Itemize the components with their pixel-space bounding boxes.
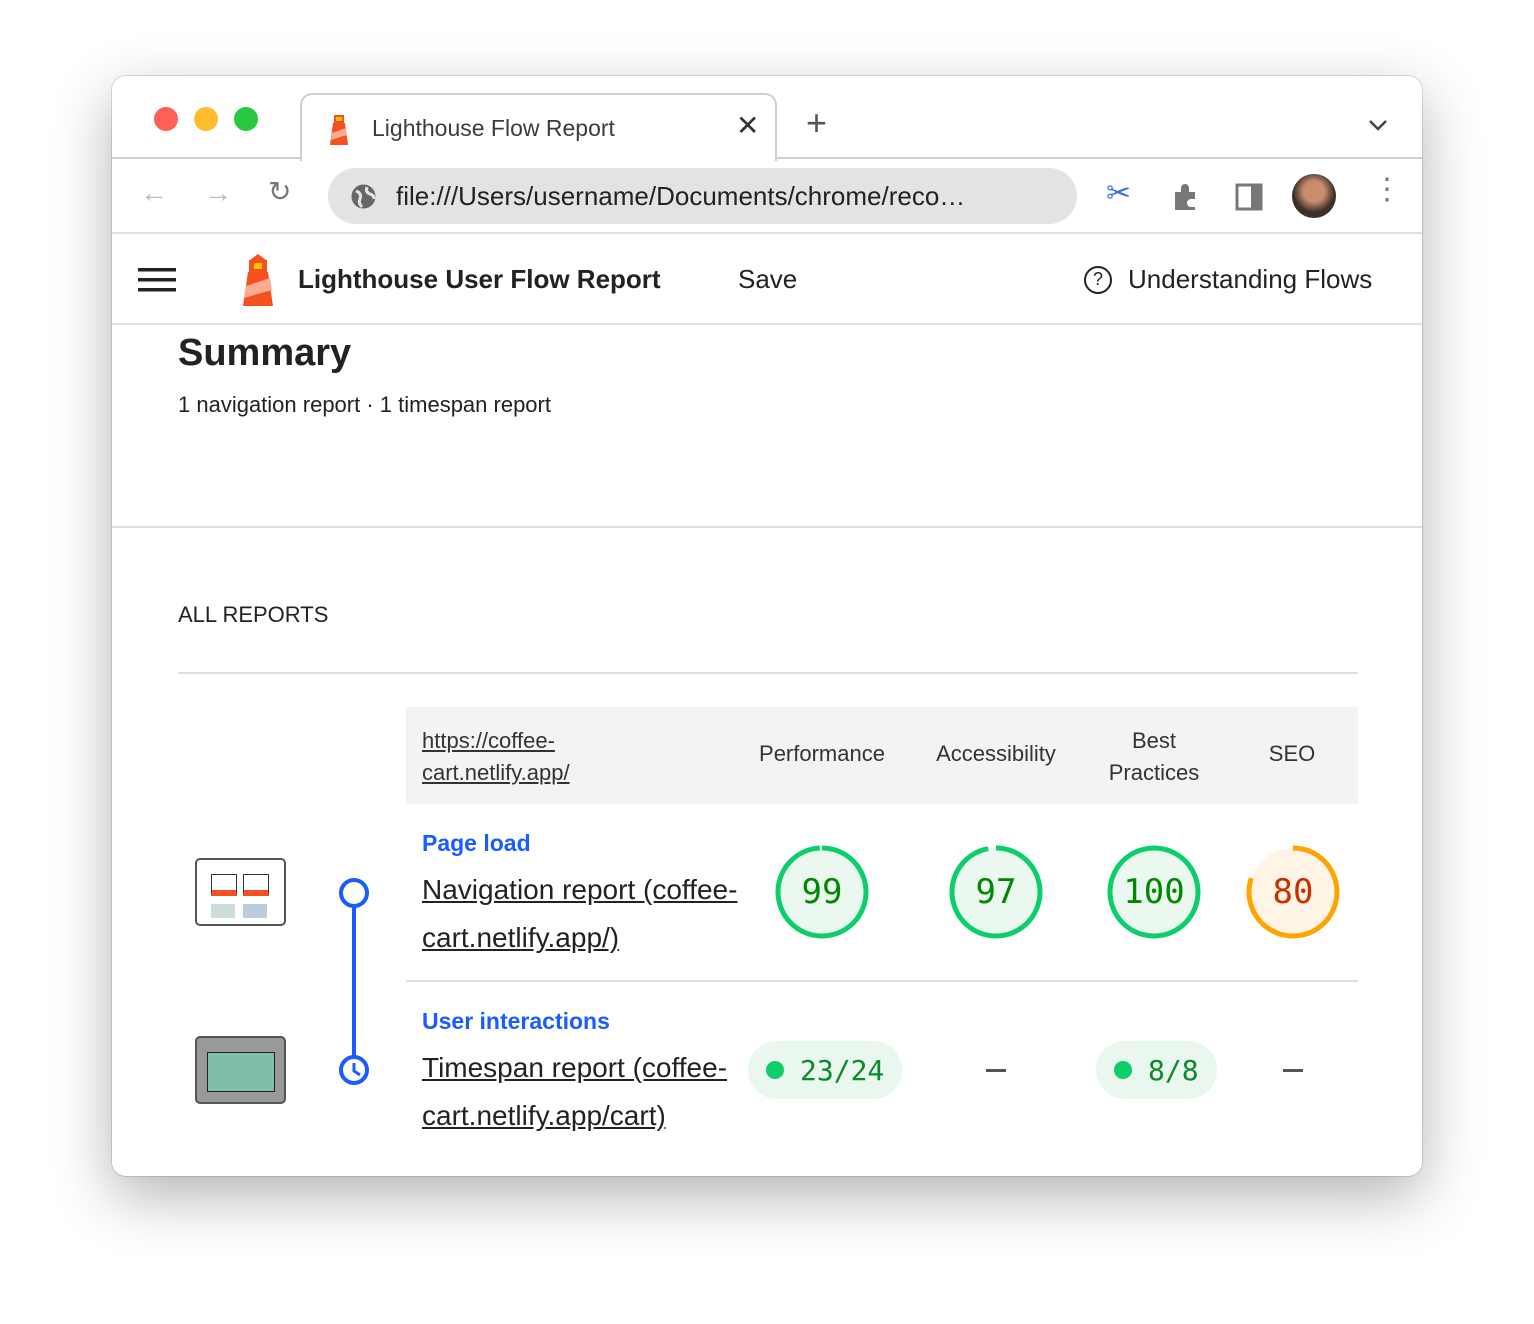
- gauge-score: 97: [975, 872, 1017, 912]
- minimize-window-button[interactable]: [194, 107, 218, 131]
- tab-title: Lighthouse Flow Report: [372, 115, 615, 141]
- divider: [178, 672, 1358, 674]
- extensions-icon[interactable]: [1171, 182, 1201, 212]
- summary-subtitle: 1 navigation report · 1 timespan report: [178, 392, 551, 417]
- pass-dot-icon: [766, 1061, 784, 1079]
- timespan-clock-icon: [339, 1055, 369, 1085]
- save-button[interactable]: Save: [738, 264, 798, 294]
- group-label-page-load: Page load: [422, 830, 531, 856]
- pass-dot-icon: [1114, 1061, 1132, 1079]
- row-divider: [406, 980, 1358, 982]
- scissors-icon[interactable]: ✂: [1106, 177, 1132, 210]
- chevron-down-icon[interactable]: [1368, 118, 1388, 132]
- browser-window: Lighthouse Flow Report ✕ + ← → ↻ file://…: [112, 76, 1422, 1176]
- lighthouse-icon: [330, 115, 348, 145]
- column-seo: SEO: [1268, 741, 1316, 766]
- gauge-score: 99: [801, 872, 843, 912]
- help-icon: ?: [1084, 265, 1112, 294]
- report-header: Lighthouse User Flow Report Save ? Under…: [112, 234, 1422, 325]
- side-panel-icon[interactable]: [1235, 183, 1263, 211]
- group-label-user-interactions: User interactions: [422, 1008, 610, 1034]
- gauge-arc: [775, 845, 869, 939]
- performance-fraction: 23/24: [800, 1053, 885, 1087]
- column-performance: Performance: [759, 741, 885, 766]
- avatar[interactable]: [1292, 174, 1336, 218]
- gauge-score: 80: [1272, 872, 1314, 912]
- maximize-window-button[interactable]: [234, 107, 258, 131]
- gauge-arc: [1246, 845, 1340, 939]
- understanding-flows-link[interactable]: ? Understanding Flows: [1084, 264, 1372, 295]
- forward-icon[interactable]: →: [204, 177, 232, 208]
- toolbar: ← → ↻ file:///Users/username/Documents/c…: [112, 160, 1422, 234]
- new-tab-icon[interactable]: +: [806, 102, 828, 143]
- performance-fraction-pill[interactable]: 23/24: [748, 1041, 903, 1099]
- gauge-arc: [949, 845, 1043, 939]
- url-text: file:///Users/username/Documents/chrome/…: [396, 181, 966, 211]
- column-best-practices: Best Practices: [1108, 728, 1200, 785]
- navigation-screenshot-thumbnail[interactable]: [195, 858, 286, 926]
- more-menu-icon[interactable]: ⋮: [1372, 173, 1402, 206]
- best-practices-fraction-pill[interactable]: 8/8: [1096, 1041, 1217, 1099]
- timeline-line: [352, 892, 356, 1070]
- reload-icon[interactable]: ↻: [268, 176, 292, 207]
- browser-tab[interactable]: Lighthouse Flow Report ✕: [300, 93, 777, 161]
- timespan-screenshot-thumbnail[interactable]: [195, 1036, 286, 1104]
- address-bar[interactable]: file:///Users/username/Documents/chrome/…: [328, 168, 1077, 224]
- navigation-report-link[interactable]: Navigation report (coffee-cart.netlify.a…: [422, 874, 738, 953]
- close-window-button[interactable]: [154, 107, 178, 131]
- column-accessibility: Accessibility: [936, 741, 1056, 766]
- gauge-accessibility[interactable]: 97: [948, 844, 1044, 940]
- all-reports-heading: ALL REPORTS: [178, 602, 329, 627]
- gauge-seo[interactable]: 80: [1245, 844, 1341, 940]
- seo-na-dash: [1283, 1069, 1303, 1072]
- globe-icon: [351, 184, 376, 209]
- table-header: https://coffee-cart.netlify.app/ Perform…: [406, 707, 1358, 804]
- best-practices-fraction: 8/8: [1148, 1053, 1199, 1087]
- gauge-arc: [1107, 845, 1201, 939]
- gauge-best-practices[interactable]: 100: [1106, 844, 1202, 940]
- summary-title: Summary: [178, 332, 352, 374]
- timespan-report-link[interactable]: Timespan report (coffee-cart.netlify.app…: [422, 1052, 728, 1131]
- back-icon[interactable]: ←: [140, 177, 168, 208]
- accessibility-na-dash: [986, 1069, 1006, 1072]
- close-tab-icon[interactable]: ✕: [736, 110, 760, 141]
- understanding-flows-label: Understanding Flows: [1128, 264, 1373, 294]
- report-title: Lighthouse User Flow Report: [298, 264, 661, 294]
- lighthouse-logo-icon: [243, 254, 273, 306]
- hamburger-menu-icon[interactable]: [138, 268, 176, 292]
- gauge-performance[interactable]: 99: [774, 844, 870, 940]
- gauge-score: 100: [1123, 872, 1185, 912]
- site-url-link[interactable]: https://coffee-cart.netlify.app/: [422, 728, 570, 785]
- navigation-step-icon: [339, 878, 369, 908]
- tab-bar: Lighthouse Flow Report ✕ +: [112, 76, 1422, 161]
- divider: [112, 526, 1422, 528]
